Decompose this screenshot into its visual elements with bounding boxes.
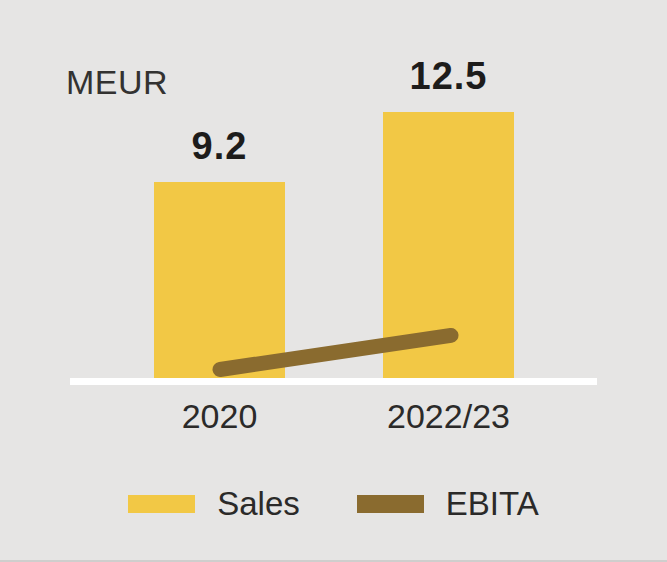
legend-label-ebita: EBITA	[446, 484, 539, 524]
legend-item-ebita[interactable]: EBITA	[357, 484, 539, 524]
sales-swatch-icon	[128, 495, 195, 513]
kpi-combo-chart: MEUR 9.2 12.5 2020 2022/23 Sales EBITA	[0, 0, 667, 562]
ebita-line[interactable]	[0, 0, 667, 562]
x-axis-line	[70, 378, 597, 385]
x-tick-2020: 2020	[130, 396, 310, 436]
legend-label-sales: Sales	[217, 484, 300, 524]
ebita-swatch-icon	[357, 495, 424, 513]
x-tick-2022-23: 2022/23	[359, 396, 539, 436]
legend-item-sales[interactable]: Sales	[128, 484, 300, 524]
legend: Sales EBITA	[0, 484, 667, 524]
